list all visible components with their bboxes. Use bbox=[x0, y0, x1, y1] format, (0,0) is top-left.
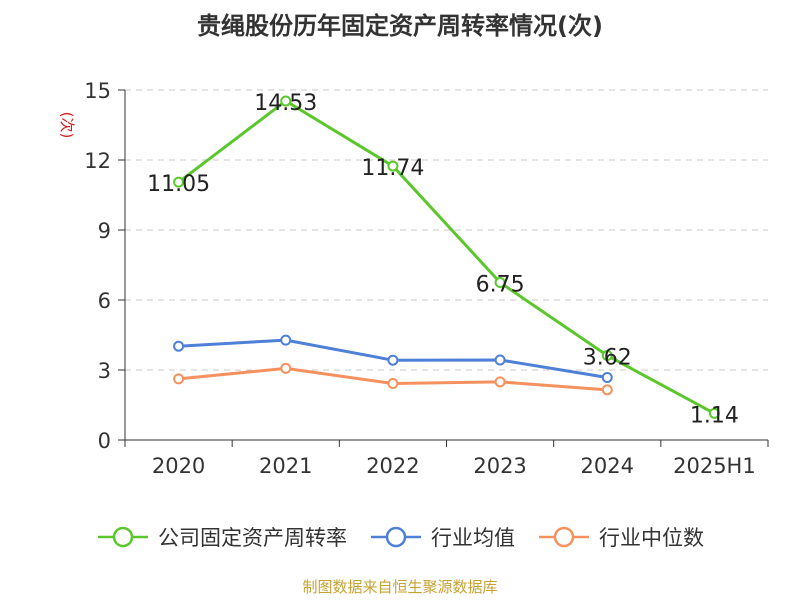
legend-item[interactable]: 行业中位数 bbox=[537, 522, 704, 552]
legend: 公司固定资产周转率 行业均值 行业中位数 bbox=[0, 520, 800, 554]
y-tick-label: 6 bbox=[98, 289, 111, 313]
legend-marker bbox=[539, 526, 589, 548]
data-point bbox=[280, 334, 292, 346]
legend-label: 公司固定资产周转率 bbox=[158, 526, 347, 550]
data-point bbox=[173, 373, 185, 385]
x-tick-label: 2025H1 bbox=[673, 454, 756, 478]
data-point bbox=[173, 176, 185, 188]
series-line bbox=[177, 99, 716, 415]
data-point bbox=[173, 340, 185, 352]
data-point bbox=[601, 371, 613, 383]
x-tick-label: 2024 bbox=[581, 454, 634, 478]
legend-label: 行业均值 bbox=[431, 526, 515, 550]
data-point bbox=[708, 407, 720, 419]
data-point bbox=[387, 354, 399, 366]
data-label: 1.14 bbox=[690, 403, 739, 428]
data-point bbox=[494, 354, 506, 366]
x-tick-label: 2023 bbox=[473, 454, 526, 478]
data-label: 11.74 bbox=[361, 156, 424, 181]
legend-circle bbox=[385, 526, 407, 548]
y-axis-label: (次) bbox=[58, 112, 76, 139]
y-tick-label: 12 bbox=[84, 149, 111, 173]
data-point bbox=[387, 160, 399, 172]
legend-label: 行业中位数 bbox=[599, 526, 704, 550]
y-tick-label: 0 bbox=[98, 429, 111, 453]
data-point bbox=[601, 384, 613, 396]
data-point bbox=[280, 362, 292, 374]
data-point bbox=[494, 277, 506, 288]
legend-circle bbox=[112, 526, 134, 548]
data-label: 3.62 bbox=[583, 346, 632, 371]
x-tick-label: 2020 bbox=[152, 454, 205, 478]
legend-marker bbox=[98, 526, 148, 548]
y-tick-label: 15 bbox=[84, 79, 111, 103]
data-label: 14.53 bbox=[254, 91, 317, 116]
legend-circle bbox=[553, 526, 575, 548]
data-label: 6.75 bbox=[476, 273, 525, 298]
x-tick-label: 2021 bbox=[259, 454, 312, 478]
y-tick-label: 3 bbox=[98, 359, 111, 383]
legend-item[interactable]: 行业均值 bbox=[369, 522, 515, 552]
chart-title: 贵绳股份历年固定资产周转率情况(次) bbox=[197, 12, 603, 40]
data-point bbox=[387, 378, 399, 390]
data-point bbox=[280, 95, 292, 107]
data-point bbox=[494, 376, 506, 388]
data-label: 11.05 bbox=[147, 172, 210, 197]
x-tick-label: 2022 bbox=[366, 454, 419, 478]
legend-item[interactable]: 公司固定资产周转率 bbox=[96, 522, 347, 552]
source-note: 制图数据来自恒生聚源数据库 bbox=[302, 578, 498, 596]
y-tick-label: 9 bbox=[98, 219, 111, 243]
legend-marker bbox=[371, 526, 421, 548]
data-point bbox=[601, 350, 613, 362]
